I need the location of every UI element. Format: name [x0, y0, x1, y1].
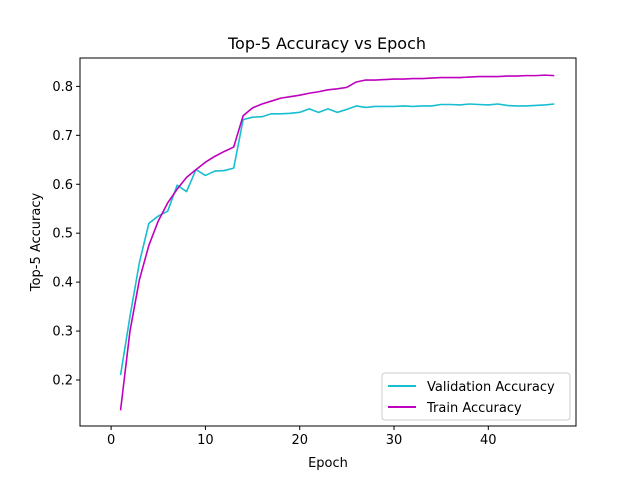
plot-area-frame [79, 57, 577, 427]
x-tick-label: 0 [107, 433, 115, 448]
series-line-validation [119, 103, 555, 376]
x-tick-label: 30 [386, 433, 403, 448]
y-tick-label: 0.6 [52, 178, 73, 193]
y-tick-label: 0.8 [52, 80, 73, 95]
y-tick-label: 0.4 [52, 276, 73, 291]
legend-label-validation: Validation Accuracy [427, 380, 555, 395]
y-axis-ticks: 0.2 0.3 0.4 0.5 0.6 0.7 0.8 [52, 80, 80, 389]
y-axis-label: Top-5 Accuracy [29, 193, 44, 293]
y-tick-label: 0.5 [52, 227, 73, 242]
series-line-train [119, 74, 555, 411]
legend: Validation Accuracy Train Accuracy [381, 372, 571, 421]
x-tick-label: 10 [197, 433, 214, 448]
x-axis-label: Epoch [308, 456, 348, 471]
y-tick-label: 0.3 [52, 325, 73, 340]
x-axis-ticks: 0 10 20 30 40 [107, 426, 497, 448]
plot-lines [119, 74, 555, 411]
legend-label-train: Train Accuracy [426, 401, 522, 416]
x-tick-label: 40 [480, 433, 497, 448]
chart-title: Top-5 Accuracy vs Epoch [227, 34, 426, 53]
y-tick-label: 0.7 [52, 129, 73, 144]
x-tick-label: 20 [291, 433, 308, 448]
legend-box [381, 372, 571, 421]
y-tick-label: 0.2 [52, 374, 73, 389]
